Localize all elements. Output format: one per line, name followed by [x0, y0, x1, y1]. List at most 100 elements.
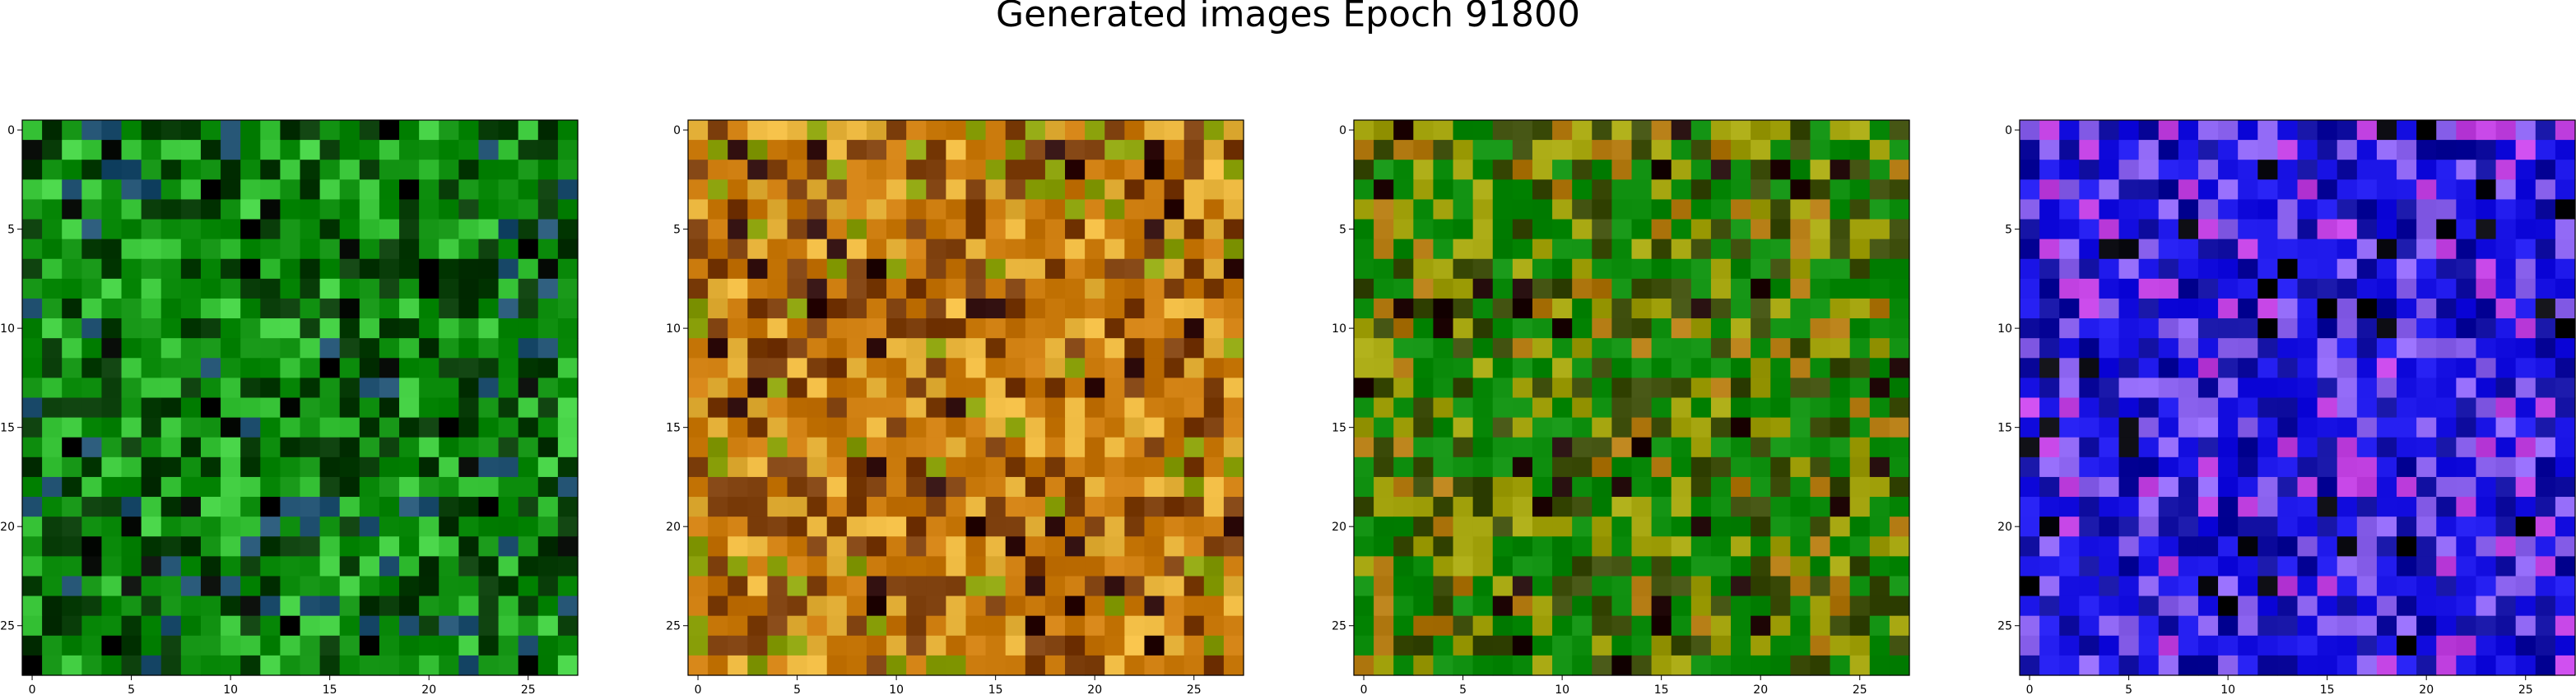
pixel-cell	[1790, 655, 1811, 676]
pixel-cell	[2436, 497, 2457, 517]
pixel-cell	[985, 278, 1007, 299]
pixel-cell	[1651, 179, 1672, 201]
pixel-cell	[2020, 358, 2040, 378]
pixel-cell	[339, 358, 360, 378]
pixel-cell	[1065, 378, 1086, 399]
pixel-cell	[2535, 476, 2556, 498]
pixel-cell	[767, 497, 788, 517]
pixel-cell	[121, 556, 142, 577]
pixel-cell	[1671, 258, 1692, 280]
pixel-cell	[1532, 358, 1553, 378]
pixel-cell	[2178, 417, 2199, 438]
pixel-cell	[160, 160, 182, 180]
pixel-cell	[22, 497, 43, 517]
pixel-cell	[240, 476, 261, 498]
pixel-cell	[537, 358, 559, 378]
pixel-cell	[1025, 219, 1046, 240]
pixel-cell	[180, 179, 202, 201]
pixel-cell	[319, 456, 341, 478]
pixel-cell	[1751, 536, 1771, 557]
pixel-cell	[537, 576, 559, 597]
pixel-cell	[1164, 219, 1185, 240]
pixel-cell	[688, 576, 709, 597]
pixel-cell	[2356, 576, 2378, 597]
pixel-cell	[926, 239, 946, 260]
pixel-cell	[2039, 655, 2060, 676]
pixel-cell	[1164, 437, 1185, 458]
pixel-cell	[1164, 318, 1185, 339]
pixel-cell	[1025, 397, 1046, 419]
pixel-cell	[537, 199, 559, 220]
pixel-cell	[1671, 536, 1692, 557]
pixel-cell	[1203, 239, 1225, 260]
pixel-cell	[200, 456, 221, 478]
pixel-cell	[419, 476, 439, 498]
pixel-cell	[1731, 655, 1751, 676]
pixel-cell	[1671, 517, 1692, 537]
pixel-cell	[767, 298, 788, 319]
pixel-cell	[2515, 338, 2536, 359]
pixel-cell	[1433, 556, 1454, 577]
pixel-cell	[81, 120, 103, 141]
pixel-cell	[2297, 556, 2318, 577]
pixel-cell	[1751, 615, 1771, 637]
pixel-cell	[2079, 258, 2100, 280]
pixel-cell	[2218, 140, 2239, 160]
pixel-cell	[518, 239, 539, 260]
pixel-cell	[221, 536, 241, 557]
pixel-cell	[81, 576, 103, 597]
pixel-cell	[2178, 298, 2199, 319]
pixel-cell	[1830, 576, 1851, 597]
pixel-cell	[62, 595, 82, 617]
pixel-cell	[1453, 358, 1474, 378]
pixel-cell	[1104, 476, 1125, 498]
pixel-cell	[906, 437, 927, 458]
pixel-cell	[1889, 576, 1910, 597]
pixel-cell	[2118, 239, 2140, 260]
pixel-cell	[1770, 655, 1791, 676]
pixel-cell	[2317, 239, 2338, 260]
pixel-cell	[2020, 497, 2040, 517]
pixel-cell	[62, 140, 82, 160]
pixel-cell	[379, 318, 400, 339]
pixel-cell	[439, 239, 459, 260]
pixel-cell	[221, 298, 241, 319]
pixel-cell	[1393, 595, 1414, 617]
pixel-cell	[1453, 160, 1474, 180]
pixel-cell	[807, 140, 828, 160]
pixel-cell	[2059, 199, 2080, 220]
pixel-cell	[747, 219, 769, 240]
pixel-cell	[2178, 517, 2199, 537]
pixel-cell	[81, 615, 103, 637]
pixel-cell	[2178, 397, 2199, 419]
pixel-cell	[2495, 655, 2517, 676]
pixel-cell	[1651, 298, 1672, 319]
pixel-cell	[767, 338, 788, 359]
pixel-cell	[2218, 199, 2239, 220]
pixel-cell	[1751, 556, 1771, 577]
pixel-cell	[439, 298, 459, 319]
pixel-cell	[1354, 338, 1374, 359]
pixel-cell	[399, 517, 420, 537]
pixel-cell	[1731, 437, 1751, 458]
pixel-cell	[2397, 338, 2417, 359]
pixel-cell	[1869, 298, 1890, 319]
pixel-cell	[240, 497, 261, 517]
pixel-cell	[280, 318, 301, 339]
pixel-cell	[1651, 140, 1672, 160]
pixel-cell	[1572, 517, 1593, 537]
pixel-cell	[1651, 497, 1672, 517]
pixel-cell	[180, 278, 202, 299]
pixel-cell	[728, 219, 748, 240]
pixel-cell	[1810, 160, 1831, 180]
pixel-cell	[2218, 655, 2239, 676]
pixel-cell	[2277, 595, 2299, 617]
pixel-cell	[339, 635, 360, 656]
pixel-cell	[2178, 476, 2199, 498]
pixel-cell	[458, 655, 480, 676]
pixel-cell	[767, 219, 788, 240]
pixel-cell	[906, 338, 927, 359]
pixel-cell	[319, 338, 341, 359]
pixel-cell	[2476, 635, 2497, 656]
pixel-cell	[1374, 278, 1394, 299]
